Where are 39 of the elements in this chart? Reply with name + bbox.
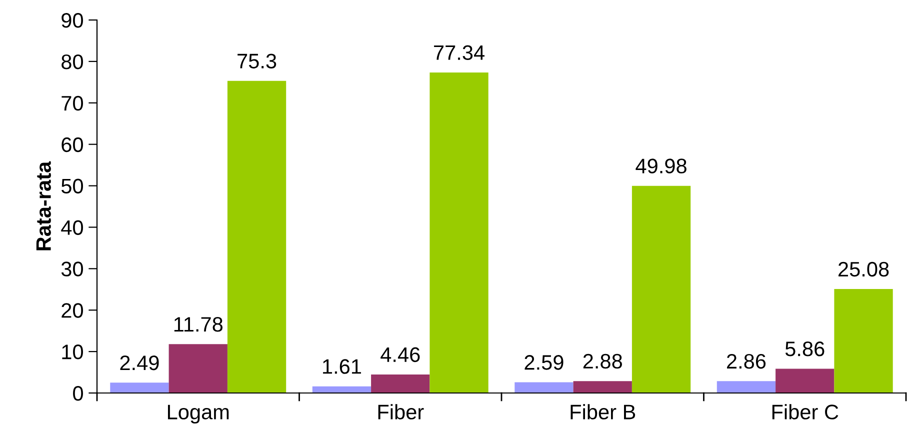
y-tick-label: 20 [62, 303, 83, 318]
x-tick-label: Logam [168, 404, 229, 424]
bar [168, 344, 228, 393]
x-tick-label: Fiber [378, 404, 424, 420]
bar [227, 80, 286, 393]
bar [573, 381, 632, 393]
y-tick-label: 60 [62, 137, 83, 152]
bar [716, 381, 776, 393]
bar [632, 186, 691, 393]
x-tick-label: Fiber B [570, 404, 636, 420]
data-label: 2.49 [120, 355, 159, 370]
y-tick-label: 90 [62, 13, 83, 28]
data-label: 77.34 [434, 45, 484, 60]
bar [110, 382, 169, 393]
bar [312, 386, 372, 393]
bar [371, 374, 430, 393]
data-label: 25.08 [838, 262, 889, 277]
data-label: 1.61 [323, 359, 361, 374]
data-label: 2.59 [524, 355, 564, 370]
x-tick-label: Fiber C [772, 404, 838, 420]
data-label: 75.3 [238, 54, 276, 68]
y-tick-label: 80 [62, 54, 83, 70]
data-label: 11.78 [174, 316, 223, 332]
y-tick-label: 10 [62, 344, 83, 360]
y-tick-label: 50 [61, 178, 83, 194]
y-axis-title: Rata-rata [36, 161, 51, 250]
bar [430, 72, 488, 393]
data-label: 5.86 [785, 342, 824, 356]
data-label: 2.86 [727, 354, 766, 369]
y-tick-label: 40 [61, 220, 83, 235]
bar [514, 382, 574, 393]
data-label: 2.88 [583, 354, 622, 369]
y-tick-label: 30 [61, 262, 83, 276]
y-tick-label: 70 [62, 96, 83, 111]
bar [834, 289, 893, 393]
y-tick-label: 0 [73, 386, 83, 401]
bar [776, 368, 834, 393]
data-label: 4.46 [380, 347, 420, 362]
data-label: 49.98 [636, 158, 686, 174]
